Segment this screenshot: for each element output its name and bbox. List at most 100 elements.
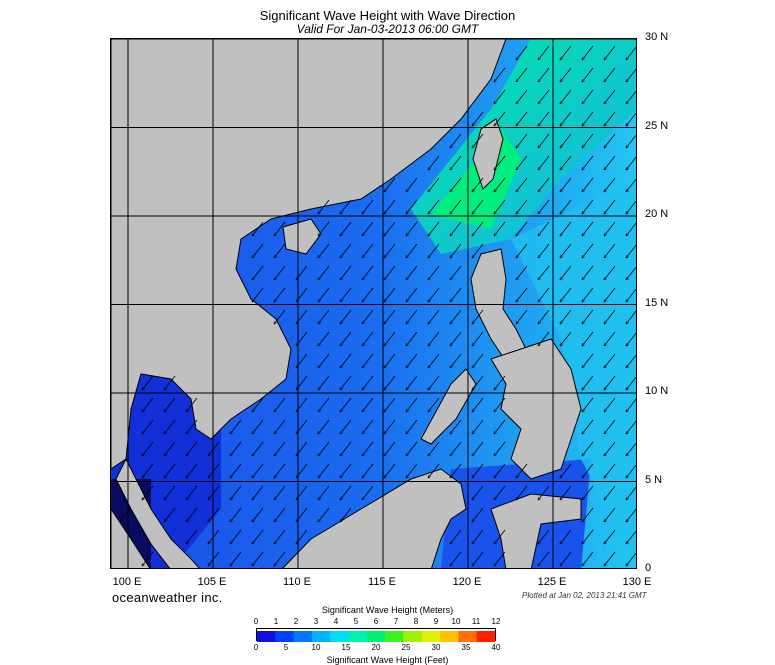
feet-tick: 40 bbox=[491, 643, 501, 652]
wave-direction-arrow bbox=[428, 155, 440, 170]
malay-peninsula bbox=[115, 457, 200, 568]
meter-tick: 0 bbox=[253, 617, 259, 626]
wave-direction-arrow bbox=[582, 287, 594, 302]
wave-direction-arrow bbox=[230, 463, 242, 478]
wave-direction-arrow bbox=[560, 221, 572, 236]
wave-direction-arrow bbox=[252, 485, 264, 500]
wave-direction-arrow bbox=[538, 529, 550, 544]
philippine-sea bbox=[511, 179, 636, 567]
wave-direction-arrow bbox=[560, 199, 572, 214]
wave-direction-arrow bbox=[164, 485, 176, 500]
wave-direction-arrow bbox=[604, 89, 616, 104]
wave-direction-arrow bbox=[362, 397, 374, 412]
wave-direction-arrow bbox=[538, 287, 550, 302]
wave-direction-arrow bbox=[296, 309, 308, 324]
wave-direction-arrow bbox=[494, 551, 506, 566]
wave-direction-arrow bbox=[560, 529, 572, 544]
wave-direction-arrow bbox=[296, 507, 308, 522]
wave-direction-arrow bbox=[274, 287, 286, 302]
wave-direction-arrow bbox=[406, 265, 418, 280]
wave-direction-arrow bbox=[604, 485, 616, 500]
wave-direction-arrow bbox=[406, 441, 418, 456]
wave-direction-arrow bbox=[472, 463, 484, 478]
wave-direction-arrow bbox=[538, 67, 550, 82]
wave-direction-arrow bbox=[428, 331, 440, 346]
wave-direction-arrow bbox=[494, 199, 506, 214]
wave-direction-arrow bbox=[362, 199, 374, 214]
wave-direction-arrow bbox=[318, 309, 330, 324]
wave-direction-arrow bbox=[472, 485, 484, 500]
wave-direction-arrow bbox=[340, 331, 352, 346]
wave-direction-arrow bbox=[494, 155, 506, 170]
lat-label: 30 N bbox=[645, 31, 669, 43]
wave-direction-arrow bbox=[582, 441, 594, 456]
wave-direction-arrow bbox=[626, 464, 636, 478]
hainan bbox=[282, 218, 322, 255]
meter-tick: 12 bbox=[491, 617, 501, 626]
wave-direction-arrow bbox=[428, 287, 440, 302]
wave-direction-arrow bbox=[450, 221, 462, 236]
wave-direction-arrow bbox=[406, 287, 418, 302]
wave-direction-arrow bbox=[472, 529, 484, 544]
wave-direction-arrow bbox=[296, 463, 308, 478]
sulawesi bbox=[490, 493, 582, 568]
wave-direction-arrow bbox=[450, 419, 462, 434]
wave-direction-arrow bbox=[626, 46, 636, 60]
wave-direction-arrow bbox=[472, 221, 484, 236]
wave-direction-arrow bbox=[406, 177, 418, 192]
wave-direction-arrow bbox=[362, 287, 374, 302]
wave-direction-arrow bbox=[626, 244, 636, 258]
feet-tick: 10 bbox=[311, 643, 321, 652]
chart-subtitle: Valid For Jan-03-2013 06:00 GMT bbox=[296, 22, 479, 36]
wave-direction-arrow bbox=[450, 463, 462, 478]
wave-direction-arrow bbox=[186, 419, 198, 434]
wave-direction-arrow bbox=[472, 243, 484, 258]
wave-direction-arrow bbox=[626, 222, 636, 236]
wave-direction-arrow bbox=[450, 133, 462, 148]
wave-direction-arrow bbox=[472, 309, 484, 324]
colorbar-swatch bbox=[293, 631, 313, 642]
wave-direction-arrow bbox=[472, 353, 484, 368]
wave-direction-arrow bbox=[450, 287, 462, 302]
wave-direction-arrow bbox=[230, 507, 242, 522]
wave-direction-arrow bbox=[428, 463, 440, 478]
wave-direction-arrow bbox=[582, 155, 594, 170]
wave-direction-arrow bbox=[318, 287, 330, 302]
wave-direction-arrow bbox=[274, 265, 286, 280]
wave-direction-arrow bbox=[274, 529, 286, 544]
wave-direction-arrow bbox=[538, 89, 550, 104]
wave-direction-arrow bbox=[604, 309, 616, 324]
wave-direction-arrow bbox=[494, 111, 506, 126]
wave-direction-arrow bbox=[274, 441, 286, 456]
wave-direction-arrow bbox=[362, 243, 374, 258]
wave-direction-arrow bbox=[450, 199, 462, 214]
wave-direction-arrow bbox=[582, 551, 594, 566]
wave-direction-arrow bbox=[406, 419, 418, 434]
wave-direction-arrow bbox=[560, 67, 572, 82]
wave-direction-arrow bbox=[516, 199, 528, 214]
wave-direction-arrow bbox=[494, 419, 506, 434]
wave-direction-arrow bbox=[626, 134, 636, 148]
wave-direction-arrow bbox=[582, 111, 594, 126]
wave-direction-arrow bbox=[384, 441, 396, 456]
wave-direction-arrow bbox=[318, 331, 330, 346]
wave-direction-arrow bbox=[626, 68, 636, 82]
colorbar-swatch bbox=[421, 631, 441, 642]
wave-direction-arrow bbox=[560, 287, 572, 302]
wave-direction-arrow bbox=[296, 441, 308, 456]
lat-label: 0 bbox=[645, 562, 652, 574]
wave-direction-arrow bbox=[230, 419, 242, 434]
wave-direction-arrow bbox=[252, 243, 264, 258]
wave-direction-arrow bbox=[428, 177, 440, 192]
wave-direction-arrow bbox=[230, 529, 242, 544]
wave-direction-arrow bbox=[296, 353, 308, 368]
wave-direction-arrow bbox=[296, 529, 308, 544]
wave-direction-arrow bbox=[340, 287, 352, 302]
wave-direction-arrow bbox=[340, 221, 352, 236]
lon-label: 130 E bbox=[622, 576, 652, 588]
wave-direction-arrow bbox=[472, 111, 484, 126]
wave-direction-arrow bbox=[296, 331, 308, 346]
wave-direction-arrow bbox=[604, 221, 616, 236]
wave-direction-arrow bbox=[384, 177, 396, 192]
wave-direction-arrow bbox=[274, 463, 286, 478]
